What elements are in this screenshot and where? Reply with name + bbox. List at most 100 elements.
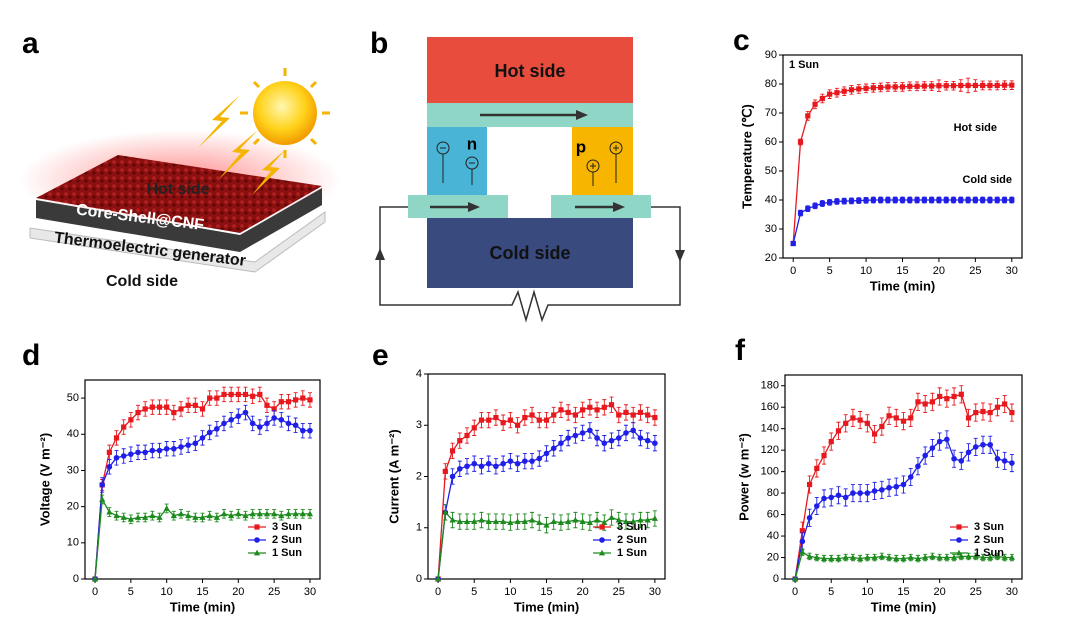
x-tick-label: 15: [897, 586, 909, 598]
marker: [565, 518, 572, 524]
marker: [492, 518, 500, 524]
panel-label: d: [22, 339, 40, 372]
marker: [543, 417, 550, 423]
marker: [929, 553, 936, 559]
marker: [943, 83, 949, 89]
y-tick-label: 90: [765, 49, 777, 61]
marker: [142, 514, 149, 520]
marker: [899, 197, 906, 203]
marker: [812, 203, 818, 209]
legend-label: 1 Sun: [617, 547, 647, 559]
marker: [278, 512, 285, 519]
circuit-arrow: [375, 248, 385, 260]
hot-surface: [36, 155, 322, 233]
marker: [864, 490, 871, 496]
marker: [979, 554, 987, 560]
x-tick-label: 30: [649, 586, 661, 598]
marker: [929, 399, 936, 405]
marker: [106, 449, 112, 455]
x-tick-label: 5: [128, 586, 134, 598]
marker: [842, 494, 849, 501]
marker: [257, 391, 263, 398]
marker: [958, 458, 965, 464]
marker: [630, 518, 637, 524]
marker: [185, 402, 191, 408]
x-axis-label: Time (min): [170, 599, 236, 614]
marker: [980, 408, 986, 415]
marker: [944, 396, 950, 402]
marker: [893, 415, 899, 421]
marker: [536, 519, 543, 526]
legend-label: 1 Sun: [974, 547, 1004, 559]
x-tick-label: 25: [613, 586, 625, 598]
marker: [835, 428, 842, 434]
marker: [120, 514, 127, 520]
marker: [306, 510, 314, 517]
marker: [471, 425, 477, 431]
marker: [965, 415, 972, 421]
marker: [228, 391, 234, 398]
marker: [242, 409, 249, 416]
marker: [235, 510, 242, 517]
marker: [799, 528, 805, 534]
marker: [271, 406, 277, 412]
marker: [522, 414, 528, 421]
marker: [478, 417, 485, 423]
marker: [799, 548, 806, 555]
legend-marker: [956, 524, 962, 530]
marker: [594, 435, 600, 441]
marker: [514, 460, 521, 467]
y-tick-label: 30: [765, 223, 777, 235]
marker: [550, 445, 557, 452]
marker: [958, 197, 964, 203]
marker: [608, 514, 615, 520]
marker: [192, 402, 198, 408]
marker: [106, 464, 113, 470]
marker: [478, 463, 485, 470]
x-tick-label: 10: [861, 586, 873, 598]
marker: [951, 393, 957, 400]
marker: [478, 516, 485, 523]
marker: [221, 420, 227, 427]
carriers: [436, 141, 623, 186]
marker: [557, 519, 565, 526]
marker: [857, 417, 863, 423]
marker: [842, 554, 849, 560]
legend-label: 2 Sun: [617, 534, 647, 546]
marker: [841, 198, 847, 204]
annotation: 1 Sun: [789, 59, 819, 71]
marker: [579, 430, 586, 436]
marker: [929, 445, 936, 451]
marker: [500, 518, 507, 524]
marker: [908, 415, 914, 421]
marker: [879, 423, 885, 430]
marker: [464, 463, 470, 470]
marker: [135, 449, 141, 456]
marker: [951, 455, 957, 462]
marker: [486, 417, 492, 423]
marker: [206, 429, 213, 436]
marker: [915, 463, 921, 470]
marker: [572, 412, 579, 418]
x-tick-label: 5: [828, 586, 834, 598]
marker: [587, 427, 593, 434]
marker: [900, 481, 907, 488]
marker: [797, 139, 804, 145]
marker: [886, 484, 892, 491]
marker: [214, 395, 220, 401]
marker: [886, 413, 892, 419]
y-tick-label: 140: [761, 423, 779, 435]
circuit: [379, 206, 681, 323]
y-tick-label: 80: [767, 487, 779, 499]
marker: [221, 391, 227, 398]
marker: [922, 554, 929, 560]
marker: [307, 427, 313, 434]
marker: [213, 514, 220, 520]
marker: [965, 449, 972, 456]
y-axis-label: Temperature (℃): [739, 104, 754, 209]
marker: [907, 197, 913, 203]
marker: [264, 420, 270, 427]
cold-side-label: Cold side: [106, 273, 178, 290]
marker: [156, 404, 163, 410]
marker: [442, 468, 448, 474]
